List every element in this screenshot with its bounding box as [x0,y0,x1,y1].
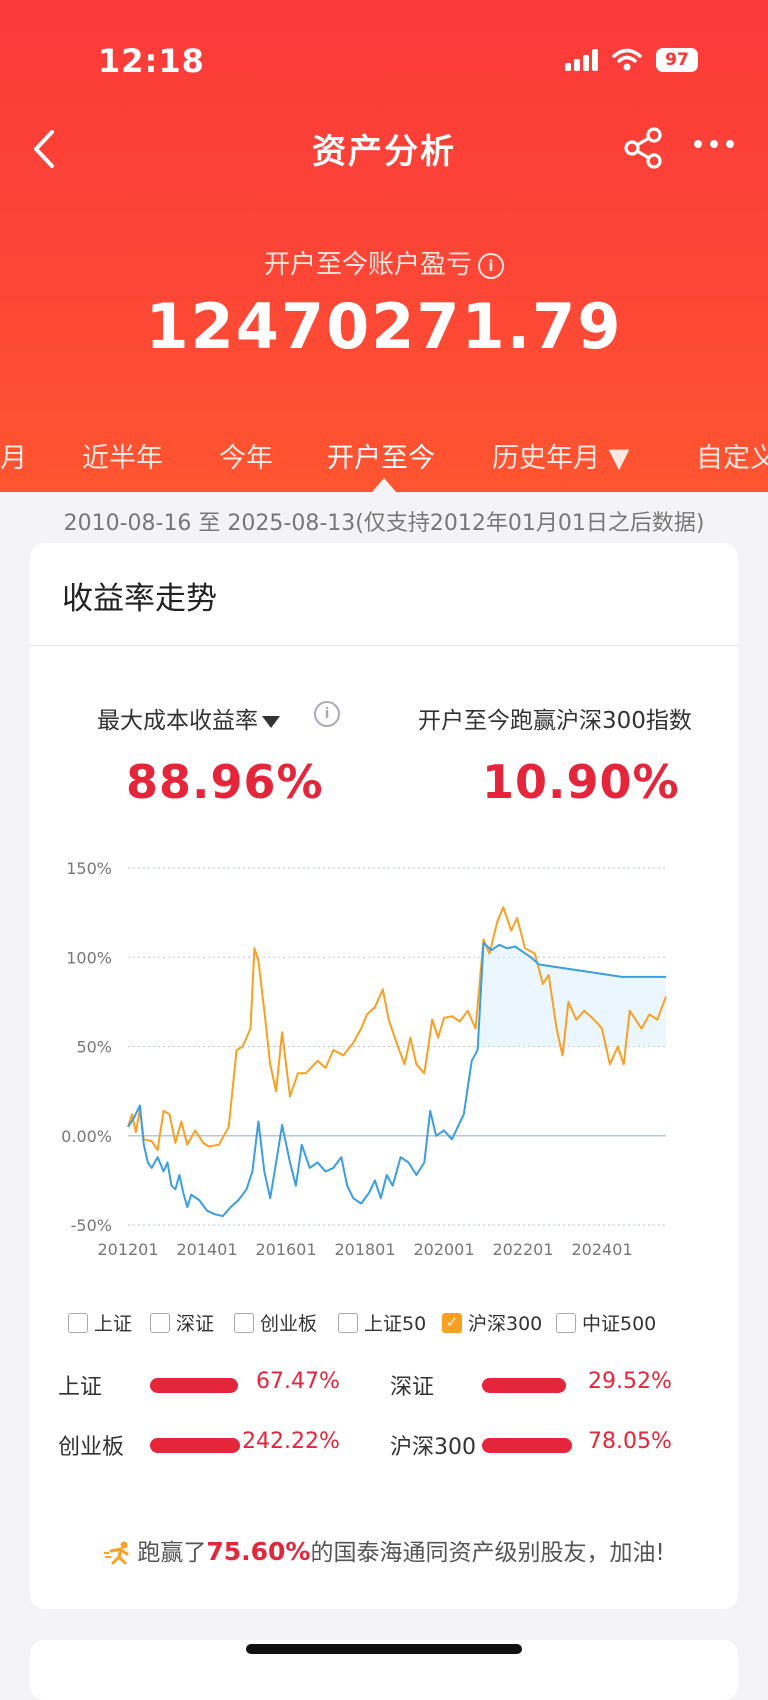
cmp-value-chinext: 242.22% [242,1429,340,1454]
return-chart[interactable]: 150% 100% 50% 0.00% -50% 201201 201401 201601 20… [30,853,738,1293]
x-tick-label: 202001 [413,1240,474,1259]
legend-label: 创业板 [260,1313,318,1335]
info-icon[interactable]: i [314,701,340,727]
signal-icon [565,49,598,71]
tab-this-year[interactable]: 今年 [219,443,273,474]
hs300-line [127,906,667,1151]
beat-percent: 75.60% [206,1537,311,1566]
legend-label: 上证50 [364,1313,427,1335]
status-icons: 97 [565,48,698,72]
y-tick-label: 50% [76,1038,112,1057]
cmp-bar-hs300 [482,1438,572,1453]
comparison-row: 上证 67.47% 深证 29.52% [30,1369,738,1400]
more-icon[interactable] [694,140,738,154]
cmp-value-shanghai: 67.47% [256,1369,340,1394]
cmp-name-hs300: 沪深300 [390,1435,476,1460]
legend-label: 中证500 [582,1313,657,1335]
x-tick-label: 202201 [492,1240,553,1259]
home-indicator [246,1644,522,1654]
cmp-name-shenzhen: 深证 [390,1375,435,1400]
checkbox-icon[interactable] [556,1312,576,1333]
beat-hs300-value: 10.90% [482,755,680,809]
header: 12:18 97 资产分析 开户至今账户盈亏 i 12470271.79 月 近半… [0,0,768,492]
beat-hs300-label: 开户至今跑赢沪深300指数 [418,708,692,734]
cmp-bar-shenzhen [482,1378,566,1393]
y-tick-label: 150% [66,859,112,878]
checkbox-icon[interactable] [234,1312,254,1333]
running-icon [104,1541,129,1564]
x-tick-label: 201601 [255,1240,316,1259]
comparison-row: 创业板 242.22% 沪深300 78.05% [30,1429,738,1460]
card-title: 收益率走势 [62,581,217,617]
y-tick-label: 0.00% [61,1127,112,1146]
period-tabs: 月 近半年 今年 开户至今 历史年月 ▼ 自定义 [0,436,768,484]
legend-item[interactable]: 上证 [68,1309,132,1336]
divider [30,645,738,646]
x-tick-label: 201401 [176,1240,237,1259]
account-pl-value: 12470271.79 [145,290,623,363]
x-tick-label: 201801 [334,1240,395,1259]
legend-item[interactable]: 上证50 [338,1309,426,1336]
cmp-name-chinext: 创业板 [58,1435,125,1460]
max-cost-return-value: 88.96% [126,755,324,809]
cmp-bar-shanghai [150,1378,238,1393]
legend-item[interactable]: ✓ 沪深300 [442,1309,542,1336]
share-icon[interactable] [622,126,666,170]
legend-item[interactable]: 深证 [150,1309,214,1336]
tab-since-opening[interactable]: 开户至今 [327,443,435,474]
account-pl-label: 开户至今账户盈亏 i [0,244,768,281]
cmp-name-shanghai: 上证 [58,1375,103,1400]
tab-half-year[interactable]: 近半年 [82,443,163,474]
dropdown-caret-icon [262,715,280,728]
index-legend: 上证 深证 创业板 上证50 ✓ 沪深300 中证500 [30,1309,738,1339]
tab-month[interactable]: 月 [0,443,27,474]
legend-label: 深证 [176,1313,215,1335]
legend-item[interactable]: 创业板 [234,1309,317,1336]
tab-custom[interactable]: 自定义 [696,443,768,474]
back-arrow-icon[interactable] [26,126,66,172]
wifi-icon [612,48,642,71]
beat-peers-line: 跑赢了75.60%的国泰海通同资产级别股友，加油! [30,1533,738,1567]
checkbox-icon[interactable] [150,1312,170,1333]
page-title: 资产分析 [312,132,456,172]
legend-label: 上证 [94,1313,133,1335]
status-time: 12:18 [98,42,205,80]
cmp-value-shenzhen: 29.52% [588,1369,672,1394]
checkbox-icon[interactable] [68,1312,88,1333]
battery-icon: 97 [656,48,698,72]
cmp-bar-chinext [150,1438,240,1453]
active-tab-indicator [372,478,396,492]
checkbox-checked-icon[interactable]: ✓ [442,1312,462,1333]
x-tick-label: 202401 [571,1240,632,1259]
legend-item[interactable]: 中证500 [556,1309,656,1336]
y-tick-label: 100% [66,948,112,967]
date-range: 2010-08-16 至 2025-08-13(仅支持2012年01月01日之后… [63,511,705,536]
account-area [477,942,666,1051]
account-line [127,942,666,1218]
legend-label: 沪深300 [468,1313,543,1335]
x-tick-label: 201201 [97,1240,158,1259]
info-icon[interactable]: i [478,252,504,279]
checkbox-icon[interactable] [338,1312,358,1333]
return-trend-card: 收益率走势 最大成本收益率 i 88.96% 开户至今跑赢沪深300指数 10.… [30,543,738,1609]
tab-history-month[interactable]: 历史年月 ▼ [492,443,630,474]
cmp-value-hs300: 78.05% [588,1429,672,1454]
y-tick-label: -50% [71,1216,112,1235]
max-cost-return-label[interactable]: 最大成本收益率 [97,701,280,735]
